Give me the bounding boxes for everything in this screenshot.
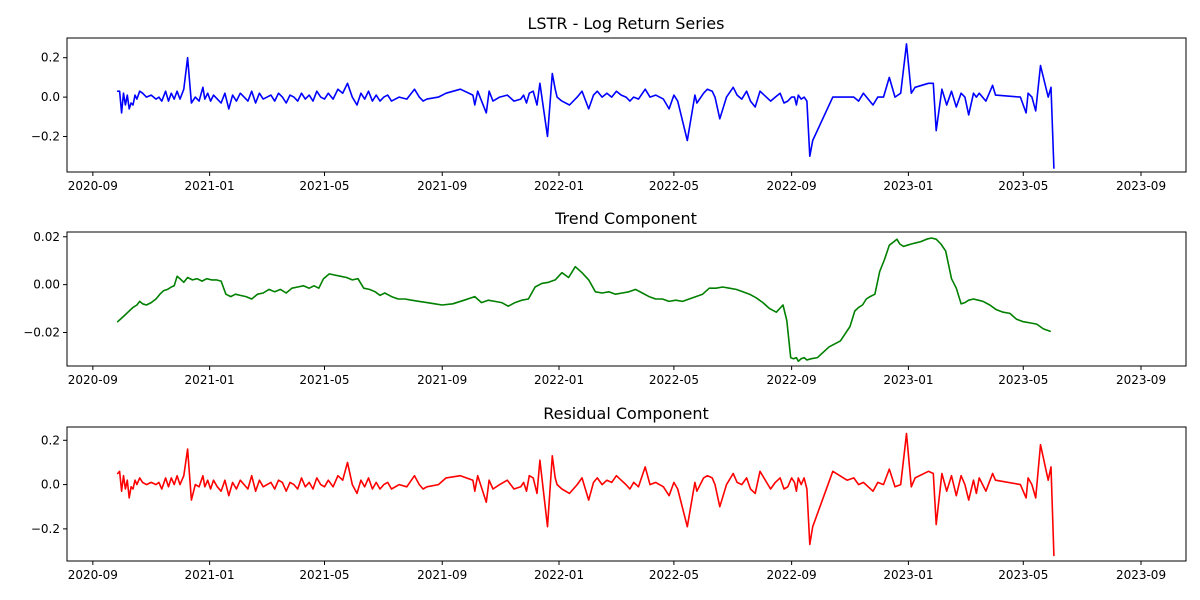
panel-trend-ytick-label: 0.00 (33, 278, 60, 292)
panel-trend-ytick-label: −0.02 (23, 326, 60, 340)
panel-trend-xtick-label: 2022-01 (534, 373, 584, 387)
panel-trend-xtick-label: 2023-01 (883, 373, 933, 387)
panel-trend-xtick-label: 2022-05 (649, 373, 699, 387)
panel-returns: LSTR - Log Return Series −0.2 0.0 0.2 2020-… (31, 14, 1187, 193)
panel-trend-xtick-label: 2022-09 (767, 373, 817, 387)
panel-residual-ytick-label: 0.2 (41, 433, 60, 447)
panel-returns-xtick-label: 2022-05 (649, 179, 699, 193)
panel-trend-xtick-label: 2023-05 (998, 373, 1048, 387)
panel-returns-series-line (116, 43, 1055, 169)
panel-residual: Residual Component −0.2 0.0 0.2 2020-09 2021… (31, 404, 1187, 582)
panel-returns-xtick-label: 2022-09 (767, 179, 817, 193)
panel-trend: Trend Component −0.02 0.00 0.02 2020-09 2021… (23, 209, 1187, 387)
panel-returns-xtick-label: 2023-05 (998, 179, 1048, 193)
panel-returns-xtick-label: 2023-01 (883, 179, 933, 193)
panel-returns-xtick-label: 2021-05 (299, 179, 349, 193)
panel-trend-series-line (116, 237, 1051, 363)
panel-returns-axes-frame (66, 37, 1187, 173)
panel-residual-xtick-label: 2021-01 (185, 568, 235, 582)
panel-residual-xtick-label: 2022-01 (534, 568, 584, 582)
panel-residual-ytick-label: 0.0 (41, 478, 60, 492)
panel-returns-xtick-label: 2023-09 (1116, 179, 1166, 193)
panel-trend-axes-frame (66, 231, 1187, 367)
panel-residual-xtick-label: 2023-01 (883, 568, 933, 582)
panel-returns-ytick-label: −0.2 (31, 130, 60, 144)
panel-trend-xtick-label: 2021-09 (417, 373, 467, 387)
panel-residual-title: Residual Component (543, 404, 709, 423)
panel-returns-title: LSTR - Log Return Series (528, 14, 725, 33)
panel-trend-xtick-label: 2023-09 (1116, 373, 1166, 387)
panel-residual-axes-frame (66, 426, 1187, 562)
panel-returns-xtick-label: 2021-09 (417, 179, 467, 193)
panel-residual-xtick-label: 2023-09 (1116, 568, 1166, 582)
panel-residual-xtick-label: 2022-05 (649, 568, 699, 582)
panel-returns-ytick-label: 0.2 (41, 51, 60, 65)
panel-returns-xtick-label: 2021-01 (185, 179, 235, 193)
panel-residual-xtick-label: 2023-05 (998, 568, 1048, 582)
panel-trend-xtick-label: 2021-05 (299, 373, 349, 387)
panel-trend-xtick-label: 2021-01 (185, 373, 235, 387)
panel-trend-title: Trend Component (554, 209, 697, 228)
panel-returns-xtick-label: 2022-01 (534, 179, 584, 193)
panel-returns-xtick-label: 2020-09 (68, 179, 118, 193)
panel-trend-ytick-label: 0.02 (33, 230, 60, 244)
panel-returns-ytick-label: 0.0 (41, 90, 60, 104)
panel-trend-xtick-label: 2020-09 (68, 373, 118, 387)
panel-residual-xtick-label: 2021-05 (299, 568, 349, 582)
panel-residual-ytick-label: −0.2 (31, 522, 60, 536)
panel-residual-xtick-label: 2021-09 (417, 568, 467, 582)
panel-residual-xtick-label: 2022-09 (767, 568, 817, 582)
panel-residual-series-line (116, 432, 1055, 557)
panel-residual-xtick-label: 2020-09 (68, 568, 118, 582)
